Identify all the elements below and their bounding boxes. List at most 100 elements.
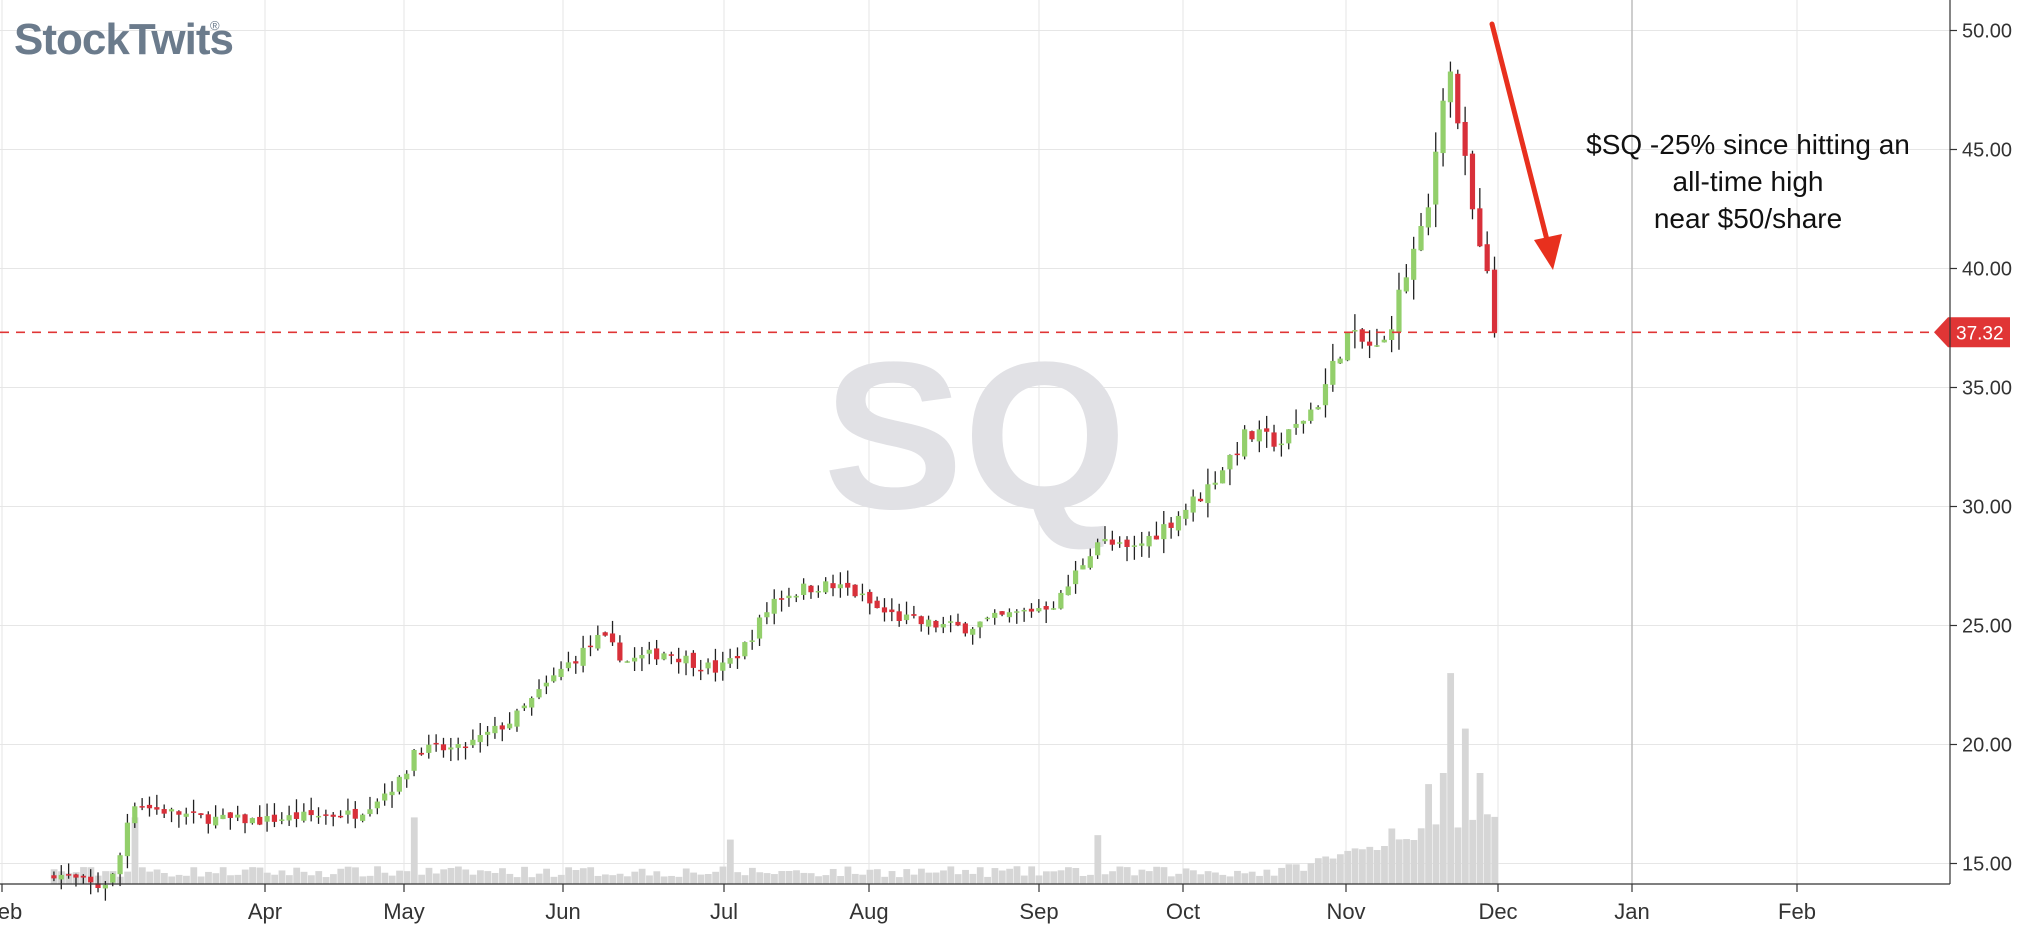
candle-up [477, 734, 483, 743]
candle-up [1006, 612, 1013, 618]
volume-bar [315, 871, 323, 884]
candle-up [1440, 100, 1446, 154]
volume-bar [175, 874, 183, 884]
candle-down [1043, 606, 1049, 610]
candle-down [1168, 522, 1174, 528]
candle-up [1058, 592, 1064, 609]
candle-up [484, 731, 491, 735]
candle-down [323, 814, 329, 816]
volume-bar [601, 874, 609, 884]
candle-down [587, 645, 594, 648]
candle-up [1131, 545, 1137, 547]
volume-bar [932, 872, 940, 884]
volume-bar [1278, 867, 1285, 884]
volume-bar [285, 875, 293, 884]
candle-up [859, 593, 866, 596]
candle-down [690, 652, 696, 668]
registered-mark: ® [210, 18, 220, 33]
down-arrow-annotation [1489, 21, 1562, 270]
candle-up [639, 654, 645, 659]
candle-up [514, 710, 520, 727]
candle-up [1374, 345, 1380, 347]
volume-bar [726, 839, 734, 884]
candle-up [1300, 420, 1307, 424]
volume-bar [910, 874, 918, 884]
candle-up [948, 621, 954, 623]
volume-bar [734, 872, 742, 884]
volume-bar [1300, 870, 1308, 884]
candle-down [676, 658, 682, 663]
volume-bar [962, 869, 969, 884]
candle-up [426, 744, 432, 753]
volume-bar [197, 876, 205, 884]
volume-bar [903, 869, 911, 884]
chart-grid [0, 0, 1950, 884]
volume-bar [278, 870, 286, 884]
volume-bar [1123, 867, 1131, 884]
volume-bar [234, 874, 242, 884]
candle-down [227, 812, 233, 818]
volume-bar [587, 867, 595, 884]
volume-bar [1087, 874, 1094, 884]
volume-bar [241, 869, 249, 884]
candle-down [462, 746, 469, 749]
volume-bar [1226, 876, 1234, 884]
candle-up [1389, 329, 1395, 340]
candle-up [1256, 429, 1262, 442]
candle-up [1433, 151, 1439, 205]
candle-down [933, 620, 939, 628]
volume-bar [513, 877, 521, 884]
candle-up [360, 814, 366, 821]
candle-down [698, 669, 704, 672]
candle-up [301, 811, 307, 821]
candle-up [646, 649, 652, 654]
y-tick-label: 50.00 [1962, 21, 2012, 43]
candle-down [308, 810, 314, 816]
volume-bar [1145, 871, 1153, 884]
candle-up [756, 617, 763, 639]
candle-down [573, 661, 579, 664]
candle-up [970, 628, 976, 635]
candle-down [1484, 244, 1490, 272]
volume-bar [307, 875, 315, 884]
candle-up [58, 874, 64, 880]
candle-up [1286, 429, 1292, 444]
volume-bar [168, 876, 176, 884]
candle-up [404, 773, 410, 780]
annotation-line: all-time high [1673, 166, 1824, 197]
candle-down [778, 598, 785, 600]
candle-up [1403, 277, 1409, 292]
volume-bar [1094, 835, 1102, 884]
volume-bar [1042, 871, 1050, 884]
candle-down [1359, 329, 1365, 342]
volume-bar [381, 872, 389, 884]
volume-bar [668, 875, 675, 884]
volume-bar [1234, 870, 1241, 884]
volume-bar [322, 877, 330, 884]
candle-up [823, 581, 829, 593]
candle-up [1293, 423, 1299, 428]
candle-up [1418, 226, 1424, 251]
volume-bar [1248, 871, 1256, 884]
candle-down [190, 811, 197, 813]
volume-bar [624, 876, 631, 884]
volume-bar [873, 869, 881, 884]
volume-bar [800, 872, 808, 884]
volume-bar [205, 871, 212, 884]
volume-bar [859, 874, 867, 884]
candle-down [352, 808, 358, 819]
volume-bar [1425, 784, 1432, 884]
candle-down [830, 583, 836, 589]
volume-bar [697, 874, 705, 884]
volume-bar [1359, 849, 1366, 884]
candle-up [1411, 248, 1417, 280]
candle-up [374, 801, 380, 809]
candle-up [455, 744, 461, 748]
x-tick-label: Jun [545, 899, 580, 924]
candle-down [257, 816, 263, 825]
volume-bar [388, 875, 396, 884]
volume-bar [1410, 840, 1418, 884]
volume-bar [1476, 773, 1484, 884]
volume-bar [506, 873, 514, 884]
candle-down [95, 883, 101, 888]
